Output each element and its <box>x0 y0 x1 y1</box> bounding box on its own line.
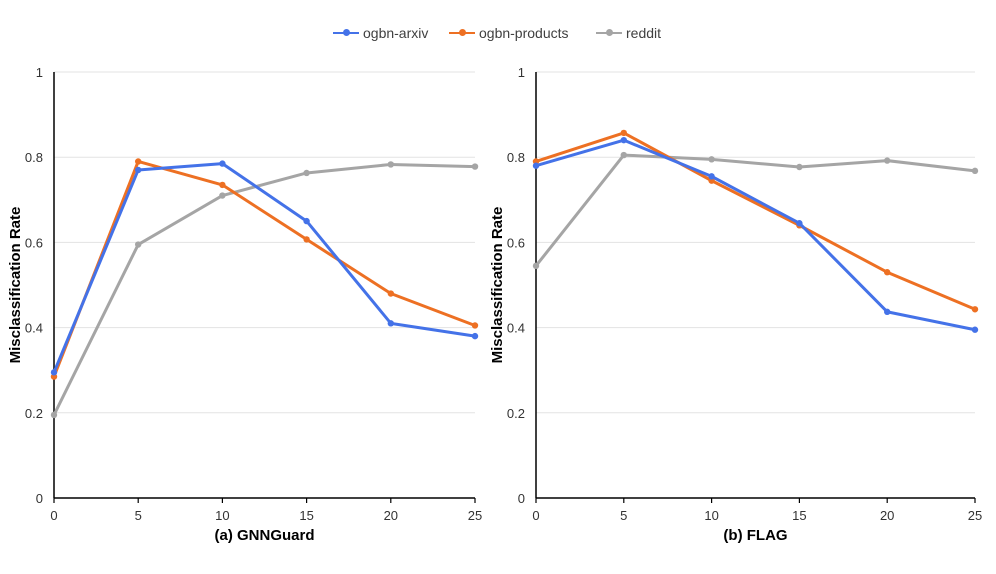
data-point-ogbn-arxiv <box>50 369 58 376</box>
panel-title: (b) FLAG <box>723 527 787 544</box>
data-point-reddit <box>708 156 715 163</box>
data-point-reddit <box>303 169 310 177</box>
legend-label-ogbn-arxiv: ogbn-arxiv <box>363 25 429 41</box>
data-point-reddit <box>532 262 540 270</box>
data-point-ogbn-arxiv <box>620 136 627 144</box>
x-tick-label: 10 <box>215 508 229 523</box>
data-point-ogbn-products <box>971 306 979 313</box>
x-tick-label: 20 <box>880 508 894 523</box>
data-point-ogbn-products <box>135 158 142 165</box>
data-point-ogbn-arxiv <box>796 220 803 227</box>
y-tick-label: 0.4 <box>25 321 43 336</box>
data-point-ogbn-arxiv <box>532 162 540 169</box>
data-point-ogbn-arxiv <box>135 166 142 174</box>
data-point-reddit <box>387 161 394 168</box>
data-point-ogbn-products <box>620 129 627 137</box>
y-tick-label: 0.8 <box>507 150 525 165</box>
x-tick-label: 25 <box>968 508 982 523</box>
data-point-ogbn-arxiv <box>884 308 891 316</box>
legend-swatch-ogbn-arxiv <box>333 29 359 36</box>
x-tick-label: 15 <box>792 508 806 523</box>
chart-legend: ogbn-arxiv ogbn-products reddit <box>0 22 996 44</box>
legend-label-reddit: reddit <box>626 25 662 41</box>
x-tick-label: 0 <box>532 508 539 523</box>
legend-label-ogbn-products: ogbn-products <box>479 25 569 41</box>
y-tick-label: 0.4 <box>507 321 525 336</box>
legend-swatch-reddit <box>596 29 622 36</box>
y-tick-label: 1 <box>36 65 43 80</box>
data-point-ogbn-arxiv <box>971 326 979 333</box>
legend-swatch-ogbn-products <box>449 29 475 36</box>
data-point-ogbn-products <box>387 290 394 297</box>
panel-title: (a) GNNGuard <box>214 527 314 544</box>
chart-panel-gnnguard: 00.20.40.60.810 5 10 15 20 25Misclassificatio… <box>7 65 482 544</box>
y-axis-label: Misclassification Rate <box>7 207 24 364</box>
data-point-reddit <box>135 241 142 248</box>
series-line-reddit <box>52 162 477 417</box>
series-line-reddit <box>534 153 977 268</box>
data-point-ogbn-arxiv <box>708 173 715 180</box>
x-tick-label: 10 <box>704 508 718 523</box>
legend-item-ogbn-arxiv: ogbn-arxiv <box>333 22 428 44</box>
series-line-ogbn-products <box>534 131 977 311</box>
x-tick-label: 5 <box>135 508 142 523</box>
data-point-ogbn-arxiv <box>387 320 394 327</box>
x-tick-label: 20 <box>384 508 398 523</box>
y-tick-label: 0 <box>518 491 525 506</box>
data-point-ogbn-arxiv <box>471 332 479 340</box>
x-tick-label: 25 <box>468 508 482 523</box>
data-point-reddit <box>219 192 226 199</box>
data-point-reddit <box>50 411 58 419</box>
y-tick-label: 0 <box>36 491 43 506</box>
legend-item-ogbn-products: ogbn-products <box>449 22 569 44</box>
data-point-ogbn-products <box>471 322 479 329</box>
y-tick-label: 0.6 <box>25 235 43 250</box>
legend-item-reddit: reddit <box>596 22 661 44</box>
y-tick-label: 0.6 <box>507 235 525 250</box>
data-point-reddit <box>971 167 979 175</box>
data-point-ogbn-products <box>884 269 891 276</box>
data-point-ogbn-products <box>303 236 310 243</box>
y-tick-label: 0.2 <box>507 406 525 421</box>
y-tick-label: 0.8 <box>25 150 43 165</box>
data-point-ogbn-arxiv <box>303 217 310 225</box>
chart-panel-flag: 00.20.40.60.810 5 10 15 20 25Misclassificatio… <box>489 65 982 544</box>
data-point-ogbn-products <box>219 181 226 189</box>
data-point-reddit <box>884 157 891 164</box>
x-tick-label: 15 <box>299 508 313 523</box>
series-line-ogbn-arxiv <box>52 162 477 374</box>
data-point-reddit <box>796 163 803 171</box>
series-line-ogbn-products <box>52 159 477 379</box>
data-point-reddit <box>620 151 627 159</box>
y-axis-label: Misclassification Rate <box>489 207 506 364</box>
x-tick-label: 0 <box>50 508 57 523</box>
y-tick-label: 0.2 <box>25 406 43 421</box>
x-tick-label: 5 <box>620 508 627 523</box>
data-point-reddit <box>471 163 479 170</box>
y-tick-label: 1 <box>518 65 525 80</box>
series-line-ogbn-arxiv <box>534 138 977 332</box>
data-point-ogbn-arxiv <box>219 160 226 167</box>
